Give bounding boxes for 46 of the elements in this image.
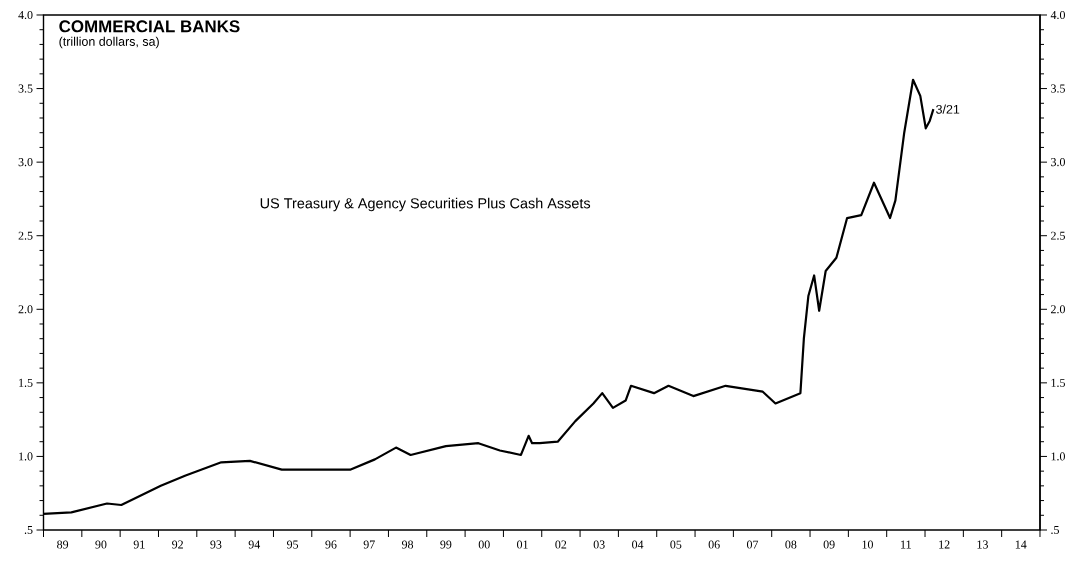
text: (trillion dollars, sa) — [59, 36, 159, 49]
x-tick-label: 04 — [632, 540, 644, 549]
x-tick-label: 03 — [593, 540, 605, 549]
x-tick-label: 13 — [977, 540, 988, 549]
x-tick-label: 02 — [555, 540, 567, 549]
x-tick-label: 95 — [286, 540, 299, 549]
x-tick-label: 08 — [785, 540, 797, 549]
y-tick-label: 1.5 — [19, 378, 33, 387]
x-tick-label: 11 — [901, 540, 911, 549]
x-tick-label: 90 — [95, 540, 107, 549]
y-tick-label: 1.0 — [19, 452, 33, 461]
x-tick-label: 01 — [517, 540, 528, 549]
x-tick-label: 06 — [708, 540, 720, 549]
x-tick-label: 99 — [440, 540, 452, 549]
x-tick-label: 05 — [670, 540, 682, 549]
x-tick-label: 09 — [823, 540, 835, 549]
annotation: 3/21 — [936, 104, 960, 114]
x-tick-label: 94 — [248, 540, 261, 549]
x-tick-label: 10 — [862, 540, 873, 549]
x-tick-label: 07 — [746, 540, 759, 549]
y2-tick-label: 1.0 — [1051, 452, 1065, 461]
y-tick-label: 2.0 — [18, 305, 33, 314]
y-tick-label: 3.5 — [18, 84, 33, 93]
y2-tick-label: 3.0 — [1051, 158, 1065, 167]
x-tick-label: 89 — [57, 540, 69, 549]
x-tick-label: 97 — [363, 540, 375, 549]
x-tick-label: 96 — [325, 540, 337, 549]
x-tick-label: 98 — [401, 540, 414, 549]
x-tick-label: 93 — [210, 540, 222, 549]
x-tick-label: 91 — [133, 540, 145, 549]
chart-title: COMMERCIAL BANKS — [59, 20, 240, 33]
x-tick-label: 12 — [939, 540, 950, 549]
y2-tick-label: 2.5 — [1051, 231, 1065, 240]
y2-tick-label: 2.0 — [1051, 305, 1065, 314]
y2-tick-label: 1.5 — [1051, 378, 1065, 387]
y2-tick-label: 4.0 — [1050, 10, 1065, 20]
y2-tick-label: .5 — [1051, 526, 1060, 534]
x-tick-label: 14 — [1015, 540, 1027, 549]
x-tick-label: 92 — [172, 540, 183, 549]
x-tick-label: 00 — [478, 540, 490, 549]
annotation: US Treasury & Agency Securities Plus Cash Assets — [260, 197, 591, 212]
y-tick-label: .5 — [24, 526, 33, 534]
y-tick-label: 2.5 — [18, 231, 33, 240]
y-tick-label: 4.0 — [18, 10, 33, 20]
y-tick-label: 3.0 — [18, 158, 33, 167]
y2-tick-label: 3.5 — [1051, 84, 1065, 93]
